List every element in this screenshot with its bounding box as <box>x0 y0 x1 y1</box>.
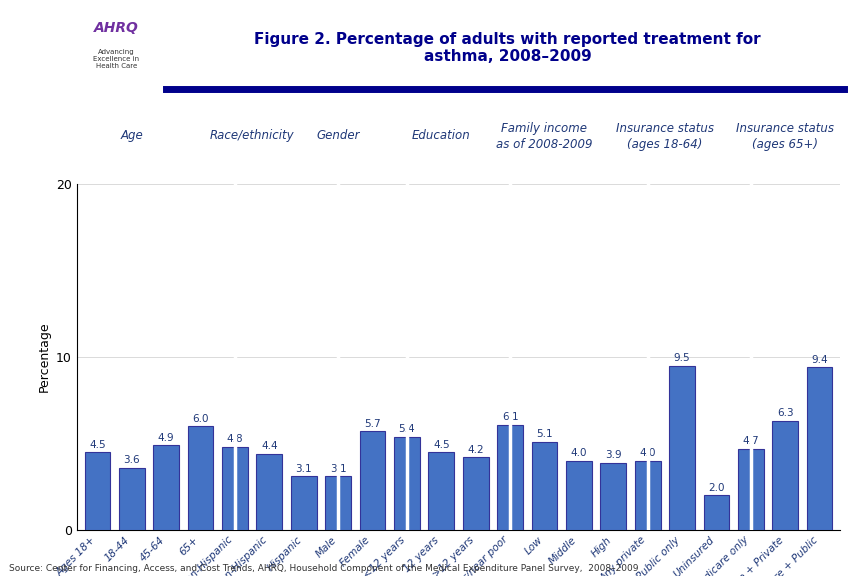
Text: as of 2008-2009: as of 2008-2009 <box>496 138 592 151</box>
Text: 4.8: 4.8 <box>227 434 243 445</box>
Text: 4.7: 4.7 <box>741 436 758 446</box>
Text: 4.0: 4.0 <box>639 448 655 458</box>
Bar <box>153 445 179 530</box>
Text: 4.0: 4.0 <box>570 448 586 458</box>
Bar <box>325 476 351 530</box>
Text: 9.5: 9.5 <box>673 353 689 363</box>
Text: 4.9: 4.9 <box>158 433 175 442</box>
Y-axis label: Percentage: Percentage <box>37 322 50 392</box>
Bar <box>771 421 797 530</box>
Bar <box>531 442 556 530</box>
Text: 4.5: 4.5 <box>89 439 106 449</box>
Bar <box>428 452 453 530</box>
Text: Family income: Family income <box>501 122 587 135</box>
Bar <box>84 452 110 530</box>
Text: 2.0: 2.0 <box>707 483 724 493</box>
Text: 5.4: 5.4 <box>398 424 415 434</box>
Bar <box>463 457 488 530</box>
Text: AHRQ: AHRQ <box>94 21 139 35</box>
Text: 5.1: 5.1 <box>536 429 552 439</box>
Text: 3.9: 3.9 <box>604 450 621 460</box>
Bar <box>565 461 591 530</box>
Text: Gender: Gender <box>316 129 360 142</box>
Bar <box>806 367 832 530</box>
Bar <box>600 463 625 530</box>
Text: (ages 65+): (ages 65+) <box>751 138 817 151</box>
Text: Source: Center for Financing, Access, and Cost Trends, AHRQ, Household Component: Source: Center for Financing, Access, an… <box>9 564 637 573</box>
Text: 4.5: 4.5 <box>433 439 449 449</box>
Bar <box>118 468 145 530</box>
Bar <box>737 449 763 530</box>
Text: Insurance status: Insurance status <box>615 122 713 135</box>
Text: Advancing
Excellence in
Health Care: Advancing Excellence in Health Care <box>93 50 139 70</box>
Text: 5.7: 5.7 <box>364 419 380 429</box>
Text: Age: Age <box>120 129 143 142</box>
Text: 6.3: 6.3 <box>776 408 792 418</box>
Bar <box>256 454 282 530</box>
Bar <box>360 431 385 530</box>
Text: 6.1: 6.1 <box>501 412 518 422</box>
Bar <box>703 495 728 530</box>
Text: (ages 18-64): (ages 18-64) <box>626 138 702 151</box>
Bar <box>222 447 248 530</box>
Bar <box>187 426 213 530</box>
Bar <box>634 461 659 530</box>
Text: 3.6: 3.6 <box>124 455 140 465</box>
Text: 4.4: 4.4 <box>261 441 278 452</box>
Text: 6.0: 6.0 <box>192 414 209 424</box>
Bar <box>71 4 162 89</box>
Text: 4.2: 4.2 <box>467 445 483 455</box>
Text: 9.4: 9.4 <box>810 355 827 365</box>
Text: 3.1: 3.1 <box>295 464 312 473</box>
Bar <box>394 437 419 530</box>
Bar <box>291 476 316 530</box>
Bar <box>668 366 694 530</box>
Text: Figure 2. Percentage of adults with reported treatment for
asthma, 2008–2009: Figure 2. Percentage of adults with repo… <box>254 32 760 64</box>
Text: Insurance status: Insurance status <box>735 122 833 135</box>
Text: 3.1: 3.1 <box>330 464 346 473</box>
Text: Race/ethnicity: Race/ethnicity <box>210 129 294 142</box>
Bar <box>497 425 522 530</box>
Text: Education: Education <box>412 129 470 142</box>
